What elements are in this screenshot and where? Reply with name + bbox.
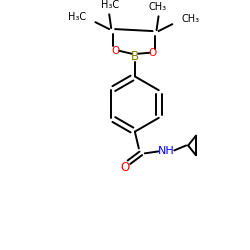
Text: O: O	[111, 46, 119, 56]
Text: O: O	[120, 161, 130, 174]
Text: H₃C: H₃C	[101, 0, 119, 10]
Text: O: O	[148, 48, 157, 58]
Text: H₃C: H₃C	[68, 12, 86, 22]
Text: CH₃: CH₃	[148, 2, 166, 12]
Text: NH: NH	[158, 146, 175, 156]
Text: B: B	[131, 50, 139, 63]
Text: CH₃: CH₃	[181, 14, 199, 24]
